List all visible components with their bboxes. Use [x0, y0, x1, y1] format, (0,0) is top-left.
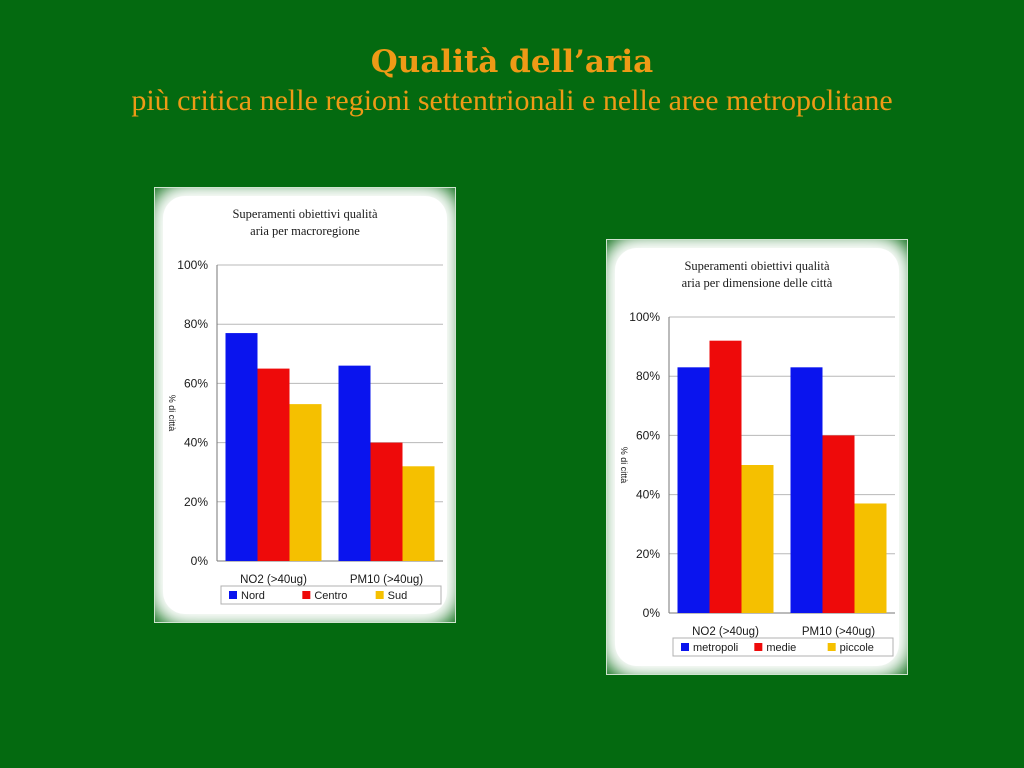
- y-tick-label: 0%: [643, 606, 661, 620]
- bar-piccole: [854, 503, 887, 613]
- legend-swatch: [229, 591, 237, 599]
- bar-nord: [225, 333, 258, 561]
- legend-swatch: [375, 591, 384, 599]
- y-tick-label: 0%: [191, 554, 209, 568]
- chart-title-line: Superamenti obiettivi qualità: [232, 207, 378, 221]
- y-tick-label: 20%: [636, 547, 660, 561]
- y-tick-label: 80%: [184, 317, 208, 331]
- bar-nord: [338, 365, 371, 561]
- legend-label: medie: [766, 642, 796, 654]
- y-tick-label: 20%: [184, 495, 208, 509]
- slide-title: Qualità dell’aria: [370, 44, 654, 80]
- bar-sud: [289, 404, 322, 561]
- legend-label: Nord: [241, 590, 265, 602]
- slide-subtitle: più critica nelle regioni settentrionali…: [131, 84, 893, 117]
- x-category-label: PM10 (>40ug): [350, 574, 423, 586]
- x-category-label: NO2 (>40ug): [692, 626, 759, 638]
- y-tick-label: 40%: [636, 488, 660, 502]
- bar-sud: [402, 466, 435, 561]
- bar-metropoli: [790, 367, 823, 613]
- y-tick-label: 40%: [184, 436, 208, 450]
- y-tick-label: 60%: [636, 428, 660, 442]
- legend-box: [220, 585, 442, 605]
- legend-box: [672, 637, 894, 657]
- chart-svg-macroregione: Superamenti obiettivi qualità aria per ma…: [167, 207, 443, 605]
- legend-label: Centro: [314, 590, 347, 602]
- legend-label: metropoli: [693, 642, 738, 654]
- y-axis-label: % di città: [167, 395, 177, 432]
- y-tick-label: 100%: [629, 310, 660, 324]
- chart-svg-dimensione-citta: Superamenti obiettivi qualità aria per di…: [619, 259, 895, 657]
- y-tick-label: 80%: [636, 369, 660, 383]
- slide-title-block: Qualità dell’aria più critica nelle regi…: [0, 42, 1024, 120]
- legend-swatch: [302, 591, 311, 599]
- bar-medie: [822, 435, 855, 613]
- x-category-label: NO2 (>40ug): [240, 574, 307, 586]
- legend-swatch: [827, 643, 836, 651]
- x-category-label: PM10 (>40ug): [802, 626, 875, 638]
- bar-metropoli: [677, 367, 710, 613]
- y-tick-label: 60%: [184, 376, 208, 390]
- y-axis-label: % di città: [619, 447, 629, 484]
- legend-label: piccole: [840, 642, 874, 654]
- chart-title-line: aria per dimensione delle città: [682, 276, 833, 290]
- legend-swatch: [754, 643, 763, 651]
- chart-title-line: aria per macroregione: [250, 224, 360, 238]
- chart-macroregione: Superamenti obiettivi qualità aria per ma…: [154, 187, 456, 623]
- bar-centro: [257, 368, 290, 561]
- legend-label: Sud: [388, 590, 408, 602]
- bar-centro: [370, 442, 403, 561]
- bar-medie: [709, 340, 742, 613]
- y-tick-label: 100%: [177, 258, 208, 272]
- bar-piccole: [741, 465, 774, 613]
- chart-dimensione-citta: Superamenti obiettivi qualità aria per di…: [606, 239, 908, 675]
- chart-title-line: Superamenti obiettivi qualità: [684, 259, 830, 273]
- legend-swatch: [681, 643, 689, 651]
